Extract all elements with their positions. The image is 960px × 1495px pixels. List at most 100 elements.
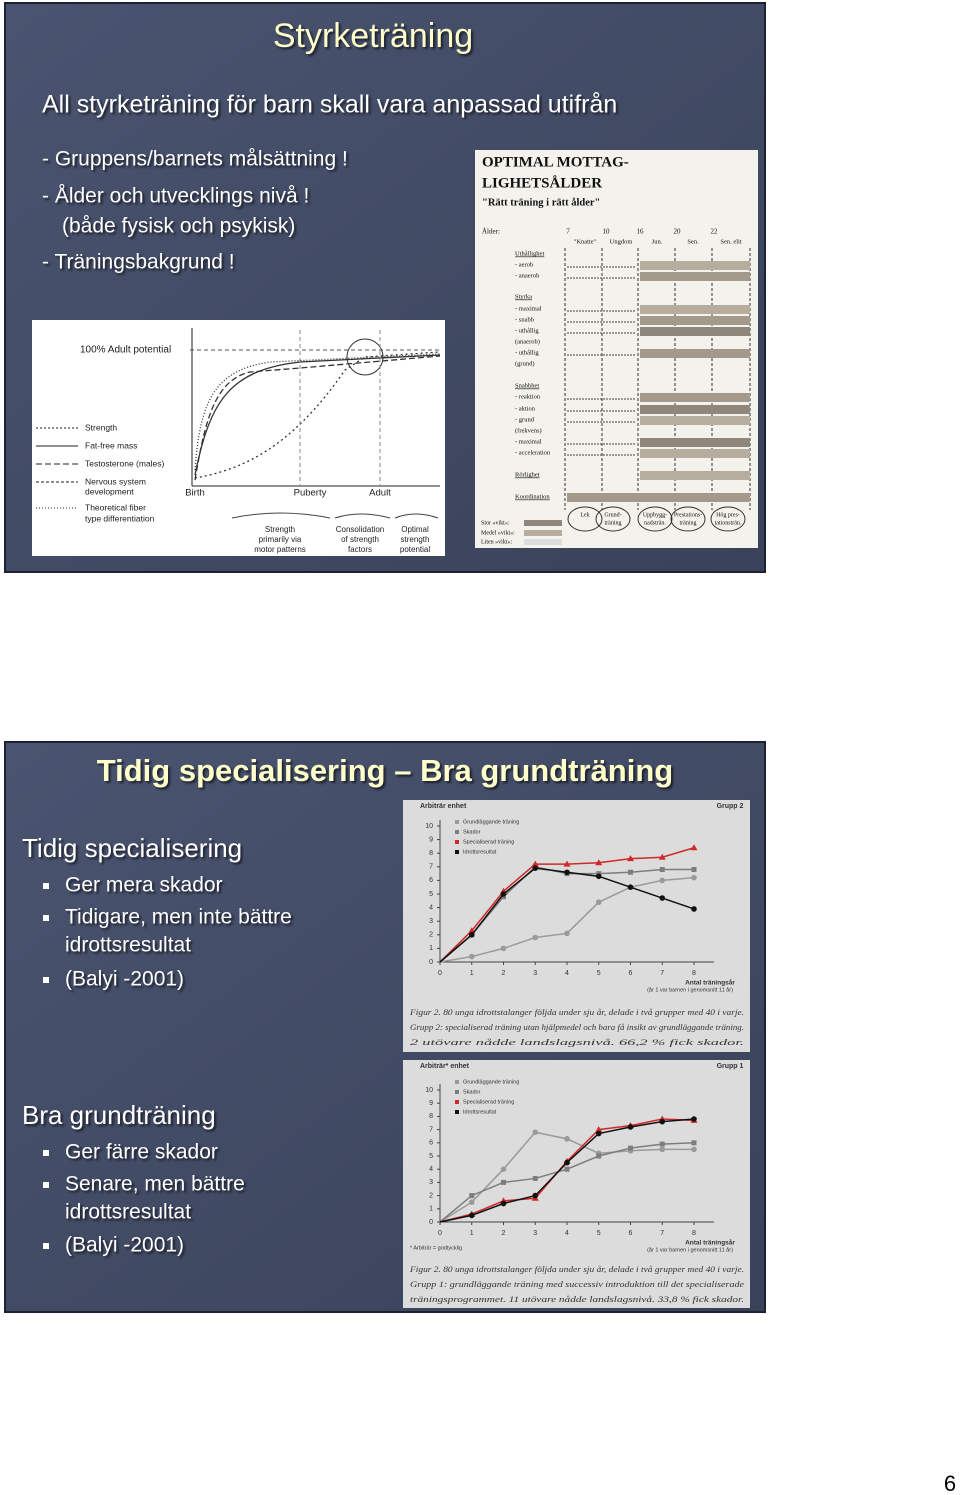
- bullet-marker: [43, 977, 49, 983]
- row-label: Koordination: [515, 493, 550, 500]
- x-tick-label: 3: [533, 970, 537, 977]
- legend-swatch: [455, 830, 459, 834]
- point: [595, 899, 602, 905]
- point: [564, 1136, 570, 1142]
- age-label: 10: [603, 228, 611, 236]
- chart-image-1: [403, 800, 750, 1052]
- y-tick-label: 9: [429, 1100, 433, 1107]
- legend-text: Testosterone (males): [85, 458, 165, 468]
- stage-label: strength: [401, 535, 430, 544]
- legend-swatch: [455, 850, 459, 854]
- point: [500, 945, 507, 952]
- legend-text: Nervous system: [85, 476, 146, 486]
- group-label: Grupp 2: [717, 803, 744, 810]
- phase-label: Grund-: [604, 512, 621, 518]
- x-tick-label: 2: [502, 970, 506, 977]
- row-label: - uthållig: [515, 327, 539, 334]
- row-label: - anaerob: [515, 272, 539, 279]
- phase-label: Birth: [185, 488, 205, 499]
- bullet-text: - Gruppens/barnets målsättning !: [42, 148, 348, 171]
- stage-label: factors: [348, 545, 372, 554]
- phase-label: Hög pres-: [716, 512, 740, 518]
- row-band: [640, 349, 750, 358]
- y-tick-label: 1: [429, 1206, 433, 1213]
- caption: Figur 2. 80 unga idrottstalanger följda …: [409, 1264, 744, 1274]
- y-tick-label: 5: [429, 1153, 433, 1160]
- point: [532, 1129, 539, 1136]
- x-tick-label: 1: [470, 1230, 474, 1237]
- figure-label: 100% Adult potential: [80, 345, 171, 356]
- point: [691, 874, 697, 881]
- row-label: Styrka: [515, 293, 532, 300]
- point: [564, 1166, 570, 1172]
- x-tick-label: 1: [470, 970, 474, 977]
- point: [659, 1118, 666, 1125]
- level-label: Ungdom: [610, 238, 633, 245]
- row-label: - acceleration: [515, 449, 551, 456]
- row-label: - aerob: [515, 261, 533, 268]
- row-label: (anaerob): [515, 338, 540, 345]
- caption: Grupp 2: specialiserad träning utan hjäl…: [410, 1022, 744, 1032]
- weight-label: Stor »vikt«:: [481, 520, 510, 526]
- row-label: - reaktion: [515, 393, 541, 400]
- phase-oval: [670, 506, 706, 532]
- row-band: [640, 327, 750, 336]
- group-label: Grupp 1: [717, 1063, 744, 1070]
- legend-text: Specialiserad träning: [463, 839, 514, 845]
- point: [628, 1145, 633, 1151]
- bullet-text: - Träningsbakgrund !: [42, 251, 235, 274]
- phase-label: nadsträn.: [644, 520, 666, 526]
- x-tick-label: 8: [692, 1230, 696, 1237]
- y-tick-label: 8: [429, 1113, 433, 1120]
- point: [659, 895, 666, 901]
- x-tick-label: 2: [502, 1230, 506, 1237]
- level-label: Jun.: [652, 238, 663, 245]
- phase-label: Adult: [369, 488, 391, 499]
- legend-text: Theoretical fiber: [85, 502, 146, 512]
- phase-label: Uppbygg-: [643, 512, 667, 518]
- point: [691, 1116, 697, 1122]
- row-band: [640, 305, 750, 314]
- point: [468, 1212, 475, 1219]
- point: [532, 1175, 538, 1181]
- phase-oval: [567, 506, 603, 532]
- weight-swatch: [524, 530, 562, 536]
- y-tick-label: 3: [429, 918, 433, 925]
- lead-text: All styrketräning för barn skall vara an…: [42, 91, 617, 119]
- figure-title: OPTIMAL MOTTAG-: [482, 154, 629, 170]
- x-tick-label: 5: [597, 970, 601, 977]
- caption: Figur 2. 80 unga idrottstalanger följda …: [409, 1007, 744, 1017]
- point: [627, 1124, 634, 1130]
- x-tick-label: 0: [438, 1230, 442, 1237]
- point: [627, 855, 634, 862]
- row-band: [640, 316, 750, 325]
- x-tick-label: 4: [565, 970, 569, 977]
- legend-text: type differentiation: [85, 513, 155, 523]
- phase-oval: [710, 506, 746, 532]
- point: [691, 867, 697, 873]
- point: [596, 1153, 602, 1159]
- point: [659, 1141, 665, 1147]
- row-label: - grund: [515, 416, 535, 423]
- point: [628, 869, 633, 875]
- axis-title: Arbiträr enhet: [420, 803, 467, 810]
- y-tick-label: 7: [429, 1126, 433, 1133]
- y-tick-label: 0: [429, 959, 433, 966]
- level-label: Sen.: [687, 238, 699, 245]
- row-label: Snabbhet: [515, 382, 539, 389]
- age-label: 22: [711, 228, 719, 236]
- bullet-text: idrottsresultat: [65, 934, 191, 957]
- legend-text: Specialiserad träning: [463, 1099, 514, 1105]
- point: [500, 891, 507, 897]
- y-tick-label: 7: [429, 864, 433, 871]
- slide-title: Tidig specialisering – Bra grundträning: [97, 753, 673, 788]
- bullet-text: (Balyi -2001): [65, 1234, 184, 1257]
- x-tick-label: 5: [597, 1230, 601, 1237]
- point: [468, 953, 475, 960]
- legend-swatch: [455, 840, 459, 844]
- y-tick-label: 10: [425, 1087, 433, 1094]
- point: [469, 1193, 475, 1199]
- row-label: - aktion: [515, 405, 536, 412]
- bracket: [231, 512, 439, 519]
